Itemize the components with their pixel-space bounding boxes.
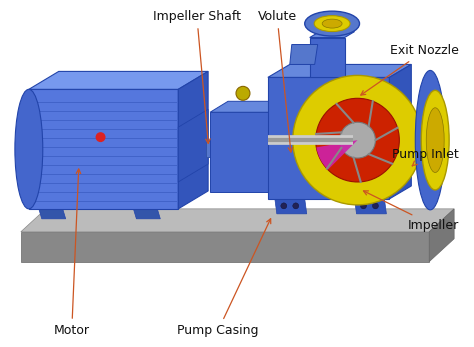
Polygon shape	[268, 77, 389, 199]
Circle shape	[293, 75, 422, 205]
Wedge shape	[316, 140, 357, 170]
Polygon shape	[29, 89, 178, 209]
Ellipse shape	[314, 16, 350, 32]
Polygon shape	[178, 71, 208, 209]
Text: Impeller: Impeller	[364, 191, 459, 232]
Polygon shape	[270, 101, 288, 192]
Polygon shape	[310, 32, 355, 37]
Polygon shape	[29, 71, 208, 89]
Circle shape	[236, 86, 250, 100]
Ellipse shape	[421, 90, 449, 190]
Ellipse shape	[15, 89, 43, 209]
Circle shape	[316, 98, 400, 182]
Circle shape	[339, 122, 375, 158]
Text: Impeller Shaft: Impeller Shaft	[153, 10, 241, 143]
Circle shape	[293, 203, 299, 209]
Polygon shape	[310, 37, 345, 77]
Polygon shape	[290, 44, 318, 65]
Polygon shape	[210, 101, 288, 112]
Polygon shape	[355, 199, 386, 214]
Polygon shape	[429, 209, 454, 262]
Polygon shape	[21, 232, 429, 262]
Text: Motor: Motor	[54, 169, 90, 337]
Circle shape	[361, 203, 366, 209]
Ellipse shape	[426, 108, 444, 172]
Polygon shape	[275, 199, 307, 214]
Polygon shape	[206, 141, 265, 157]
Circle shape	[281, 203, 287, 209]
Text: Volute: Volute	[257, 10, 297, 152]
Polygon shape	[210, 112, 270, 192]
Polygon shape	[39, 209, 66, 219]
Ellipse shape	[322, 19, 342, 28]
Text: Pump Inlet: Pump Inlet	[392, 148, 459, 166]
Ellipse shape	[415, 70, 445, 210]
Circle shape	[373, 203, 378, 209]
Polygon shape	[133, 209, 160, 219]
Ellipse shape	[305, 11, 359, 36]
Polygon shape	[268, 65, 411, 77]
Polygon shape	[389, 65, 411, 199]
Text: Pump Casing: Pump Casing	[177, 219, 271, 337]
Polygon shape	[21, 209, 454, 232]
Text: Exit Nozzle: Exit Nozzle	[361, 44, 459, 95]
Circle shape	[96, 132, 106, 142]
Polygon shape	[178, 109, 208, 182]
